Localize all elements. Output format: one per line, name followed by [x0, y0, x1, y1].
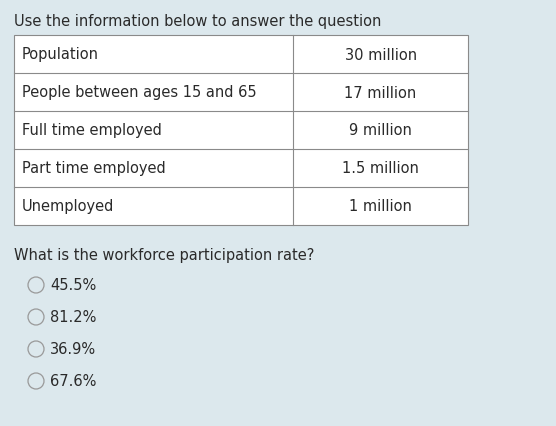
Bar [14, 36, 468, 225]
Text: 36.9%: 36.9% [50, 342, 96, 357]
Text: 67.6%: 67.6% [50, 374, 96, 389]
Text: Use the information below to answer the question: Use the information below to answer the … [14, 14, 381, 29]
Text: 1.5 million: 1.5 million [342, 161, 419, 176]
Text: 17 million: 17 million [345, 85, 417, 100]
Text: 9 million: 9 million [349, 123, 412, 138]
Text: People between ages 15 and 65: People between ages 15 and 65 [22, 85, 257, 100]
Text: Unemployed: Unemployed [22, 199, 115, 214]
Text: 45.5%: 45.5% [50, 278, 96, 293]
Text: 30 million: 30 million [345, 47, 416, 62]
Text: 81.2%: 81.2% [50, 310, 96, 325]
Text: Population: Population [22, 47, 99, 62]
Text: Full time employed: Full time employed [22, 123, 162, 138]
Text: Part time employed: Part time employed [22, 161, 166, 176]
Text: What is the workforce participation rate?: What is the workforce participation rate… [14, 248, 314, 262]
Text: 1 million: 1 million [349, 199, 412, 214]
